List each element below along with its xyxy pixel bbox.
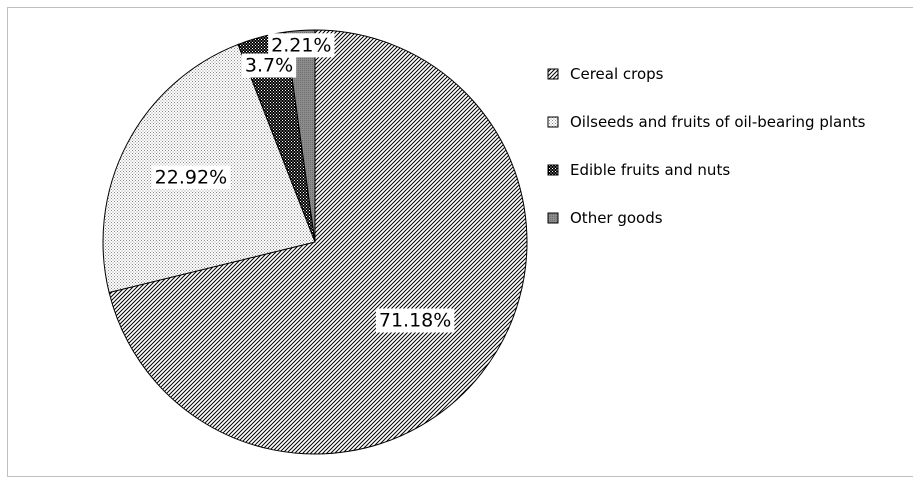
pie-slice-3 (285, 29, 316, 243)
data-label-text-0: 71.18% (379, 310, 451, 332)
legend: Cereal crops Oilseeds and fruits of oil-b… (547, 65, 866, 227)
data-label-0: 71.18% (375, 308, 455, 333)
legend-label-2: Edible fruits and nuts (570, 161, 730, 179)
data-label-2: 3.7% (241, 53, 297, 78)
data-label-text-2: 3.7% (245, 55, 293, 77)
data-label-bg-3 (268, 33, 335, 58)
legend-swatch-1 (547, 116, 559, 128)
data-label-bg-0 (375, 308, 455, 333)
data-label-bg-1 (151, 165, 231, 190)
legend-label-3: Other goods (570, 209, 663, 227)
data-label-text-3: 2.21% (271, 34, 331, 56)
legend-swatch-0 (547, 68, 559, 80)
data-label-text-1: 22.92% (155, 166, 227, 188)
legend-swatch-3 (547, 212, 559, 224)
legend-label-1: Oilseeds and fruits of oil-bearing plant… (570, 113, 866, 131)
data-label-bg-2 (241, 53, 297, 78)
legend-swatch-2 (547, 164, 559, 176)
data-label-3: 2.21% (268, 33, 335, 58)
data-label-1: 22.92% (151, 165, 231, 190)
legend-label-0: Cereal crops (570, 65, 664, 83)
pie-slice-0 (108, 29, 528, 455)
